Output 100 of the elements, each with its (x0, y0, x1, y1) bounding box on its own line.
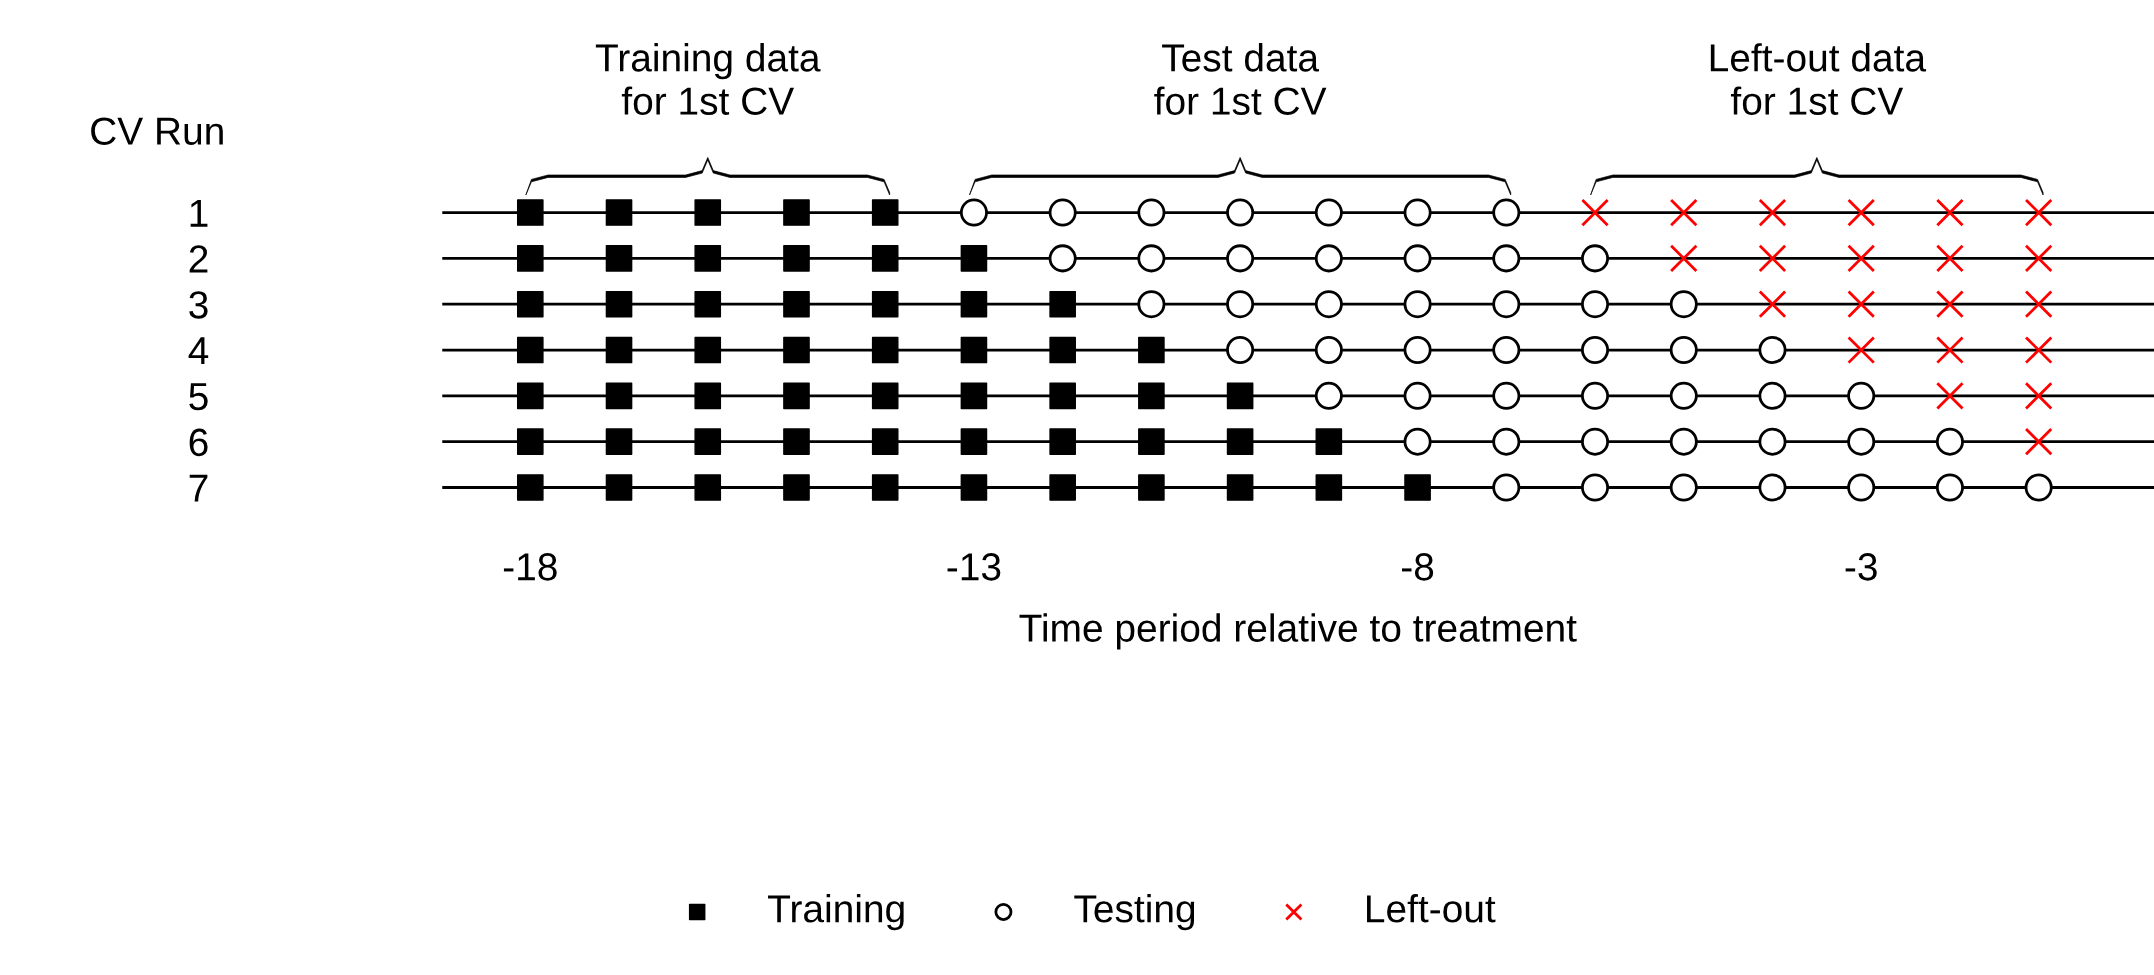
point (1581, 198, 1610, 227)
point (694, 474, 722, 501)
point (1758, 473, 1787, 502)
point (1049, 290, 1076, 318)
point (1048, 198, 1077, 227)
point (1492, 290, 1521, 319)
y-tick-label: 6 (189, 428, 208, 457)
point (1492, 381, 1521, 410)
y-axis-title: CV Run (91, 117, 223, 145)
point (1226, 244, 1255, 273)
point (1492, 198, 1521, 227)
point (1935, 244, 1964, 273)
point (1138, 474, 1165, 501)
point (516, 199, 544, 226)
point (783, 199, 810, 226)
x-tick-label: -13 (947, 553, 1001, 581)
point (1314, 381, 1343, 410)
point (516, 382, 544, 410)
y-tick-label: 4 (188, 337, 209, 365)
text: Test data for 1st CV (1154, 43, 1327, 115)
point (1403, 427, 1432, 456)
point (1403, 244, 1432, 273)
point (694, 336, 722, 364)
y-tick-label: 7 (189, 474, 208, 502)
point (871, 474, 899, 501)
point (1669, 198, 1698, 227)
x-tick-label: -8 (1402, 553, 1434, 581)
point (1935, 381, 1964, 410)
point (605, 336, 633, 364)
point (2024, 473, 2053, 502)
point (1669, 473, 1698, 502)
point (2024, 290, 2053, 319)
y-tick-label: 1 (190, 199, 208, 227)
point (1847, 290, 1876, 319)
point (516, 290, 544, 318)
point (871, 245, 899, 272)
point (1758, 290, 1787, 319)
point (1581, 381, 1610, 410)
point (1758, 381, 1787, 410)
point (783, 428, 810, 455)
point (783, 245, 810, 272)
point (1315, 474, 1343, 501)
y-tick-label: 2 (189, 245, 208, 273)
point (783, 290, 810, 318)
point (1315, 428, 1343, 455)
point (960, 290, 988, 318)
point (2024, 198, 2053, 227)
legend-label: Left-out (1367, 894, 1496, 923)
point (1758, 336, 1787, 365)
point (1492, 336, 1521, 365)
point (871, 382, 899, 410)
point (1049, 382, 1076, 410)
point (1669, 427, 1698, 456)
point (1226, 290, 1255, 319)
point (1758, 427, 1787, 456)
x-axis-title: Time period relative to treatment (1019, 613, 1577, 650)
point (1935, 198, 1964, 227)
point (1492, 473, 1521, 502)
point (871, 199, 899, 226)
point (1847, 336, 1876, 365)
point (1137, 244, 1166, 273)
point (960, 245, 988, 272)
point (1138, 336, 1165, 364)
point (1137, 290, 1166, 319)
point (871, 290, 899, 318)
point (605, 290, 633, 318)
point (1669, 336, 1698, 365)
text: Training data for 1st CV (595, 43, 821, 115)
point (1847, 473, 1876, 502)
point (871, 428, 899, 455)
point (960, 474, 988, 501)
legend-label: Testing (1074, 894, 1195, 931)
legend-label: Training (768, 894, 904, 931)
x-tick-label: -18 (503, 553, 557, 581)
point (1403, 381, 1432, 410)
point (1403, 290, 1432, 319)
text: Left-out data for 1st CV (1710, 43, 1927, 115)
point (605, 382, 633, 410)
point (1581, 473, 1610, 502)
point (2024, 244, 2053, 273)
point (1847, 244, 1876, 273)
point (783, 382, 810, 410)
point (694, 428, 722, 455)
point (694, 382, 722, 410)
point (2024, 336, 2053, 365)
point (1049, 474, 1076, 501)
point (1935, 427, 1964, 456)
point (605, 474, 633, 501)
point (960, 336, 988, 364)
point (960, 382, 988, 410)
point (1048, 244, 1077, 273)
point (1669, 290, 1698, 319)
point (1847, 427, 1876, 456)
point (783, 336, 810, 364)
point (516, 336, 544, 364)
point (1669, 381, 1698, 410)
point (1403, 198, 1432, 227)
point (1049, 428, 1076, 455)
point (1314, 336, 1343, 365)
point (694, 290, 722, 318)
